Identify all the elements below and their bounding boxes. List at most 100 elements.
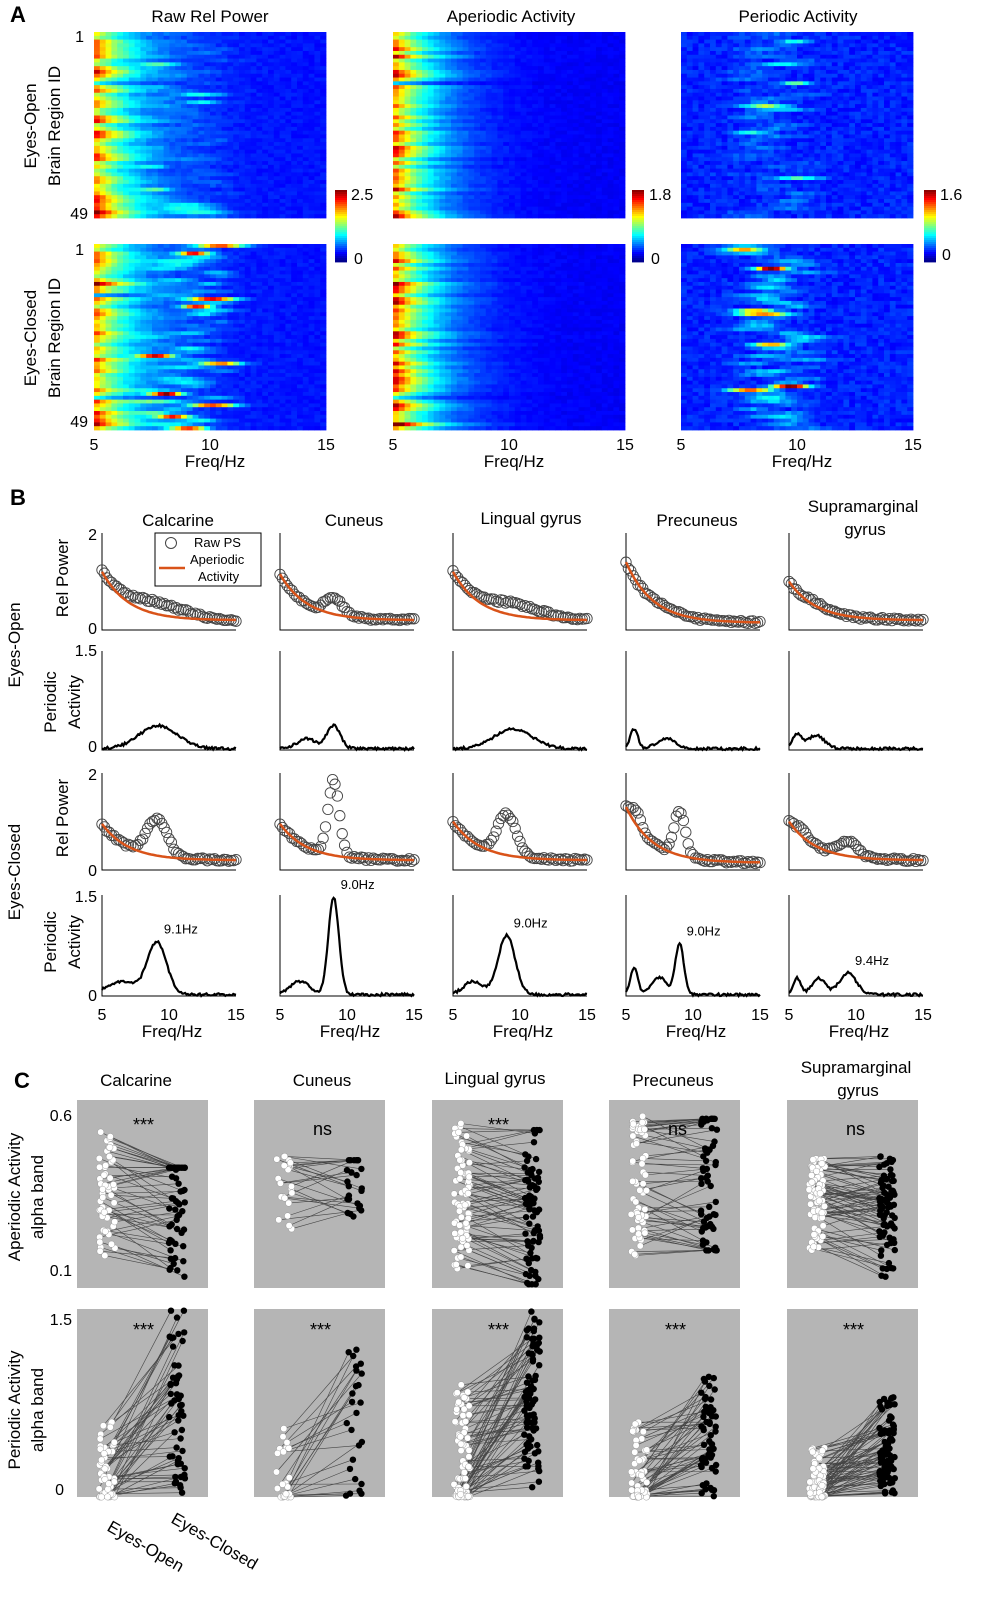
heatmap-cell <box>227 115 234 120</box>
heatmap-cell <box>198 85 205 90</box>
heatmap-cell <box>797 107 804 113</box>
heatmap-cell <box>279 134 286 139</box>
heatmap-cell <box>567 172 574 177</box>
heatmap-cell <box>181 50 188 56</box>
heatmap-cell <box>590 43 597 48</box>
heatmap-cell <box>157 153 164 158</box>
heatmap-cell <box>427 176 434 181</box>
heatmap-cell <box>538 96 545 101</box>
heatmap-cell <box>601 62 608 67</box>
heatmap-cell <box>797 130 804 135</box>
heatmap-cell <box>843 50 850 56</box>
heatmap-cell <box>192 119 199 124</box>
heatmap-cell <box>285 85 292 90</box>
heatmap-cell <box>607 142 614 147</box>
heatmap-cell <box>485 107 492 113</box>
heatmap-cell <box>491 73 498 78</box>
heatmap-cell <box>526 35 533 40</box>
heatmap-cell <box>186 88 193 94</box>
heatmap-cell <box>596 85 603 90</box>
heatmap-cell <box>175 149 182 154</box>
heatmap-cell <box>433 119 440 124</box>
heatmap-cell <box>578 183 585 189</box>
heatmap-cell <box>750 35 757 40</box>
heatmap-cell <box>221 47 228 52</box>
heatmap-cell <box>175 85 182 90</box>
heatmap-cell <box>169 145 176 151</box>
heatmap-cell <box>497 88 504 94</box>
heatmap-cell <box>601 58 608 63</box>
heatmap-cell <box>889 123 896 128</box>
heatmap-cell <box>532 195 539 200</box>
heatmap-cell <box>204 81 211 86</box>
heatmap-cell <box>462 161 469 166</box>
heatmap-cell <box>509 111 516 116</box>
heatmap-cell <box>497 183 504 189</box>
heatmap-cell <box>239 130 246 135</box>
heatmap-cell <box>239 32 246 37</box>
heatmap-cell <box>140 47 147 52</box>
heatmap-cell <box>146 138 153 143</box>
heatmap-cell <box>152 35 159 40</box>
heatmap-cell <box>901 100 908 105</box>
heatmap-cell <box>520 104 527 109</box>
heatmap-cell <box>578 100 585 105</box>
heatmap-cell <box>509 100 516 105</box>
heatmap-cell <box>157 81 164 86</box>
heatmap-cell <box>169 58 176 63</box>
heatmap-cell <box>433 66 440 71</box>
heatmap-cell <box>410 88 417 94</box>
heatmap-cell <box>491 39 498 44</box>
heatmap-cell <box>140 50 147 56</box>
heatmap-cell <box>99 145 106 151</box>
heatmap-cell <box>474 77 481 82</box>
heatmap-cell <box>826 81 833 86</box>
heatmap-cell <box>123 180 130 185</box>
heatmap-cell <box>596 66 603 71</box>
heatmap-cell <box>468 69 475 75</box>
heatmap-cell <box>320 176 327 181</box>
heatmap-cell <box>268 35 275 40</box>
heatmap-cell <box>105 149 112 154</box>
heatmap-cell <box>285 210 292 215</box>
heatmap-cell <box>422 195 429 200</box>
heatmap-cell <box>514 153 521 158</box>
heatmap-cell <box>256 206 263 211</box>
heatmap-cell <box>393 62 400 67</box>
heatmap-cell <box>485 62 492 67</box>
heatmap-cell <box>279 214 286 219</box>
heatmap-cell <box>480 176 487 181</box>
heatmap-cell <box>169 50 176 56</box>
heatmap-cell <box>837 123 844 128</box>
heatmap-cell <box>302 119 309 124</box>
heatmap-cell <box>146 168 153 173</box>
heatmap-cell <box>710 47 717 52</box>
heatmap-cell <box>744 81 751 86</box>
heatmap-cell <box>462 142 469 147</box>
heatmap-cell <box>727 115 734 120</box>
heatmap-cell <box>99 73 106 78</box>
heatmap-cell <box>181 195 188 200</box>
heatmap-cell <box>192 130 199 135</box>
heatmap-cell <box>169 35 176 40</box>
heatmap-cell <box>416 119 423 124</box>
heatmap-cell <box>549 145 556 151</box>
heatmap-cell <box>169 161 176 166</box>
heatmap-cell <box>474 47 481 52</box>
heatmap-cell <box>94 214 101 219</box>
heatmap-cell <box>491 35 498 40</box>
heatmap-cell <box>175 210 182 215</box>
heatmap-cell <box>773 77 780 82</box>
heatmap-cell <box>410 104 417 109</box>
heatmap-cell <box>393 54 400 59</box>
heatmap-cell <box>256 191 263 196</box>
heatmap-cell <box>256 164 263 170</box>
heatmap-cell <box>456 35 463 40</box>
heatmap-cell <box>756 32 763 37</box>
heatmap-cell <box>451 130 458 135</box>
heatmap-cell <box>239 187 246 192</box>
heatmap-cell <box>221 195 228 200</box>
heatmap-cell <box>814 96 821 101</box>
heatmap-cell <box>584 176 591 181</box>
heatmap-cell <box>456 191 463 196</box>
